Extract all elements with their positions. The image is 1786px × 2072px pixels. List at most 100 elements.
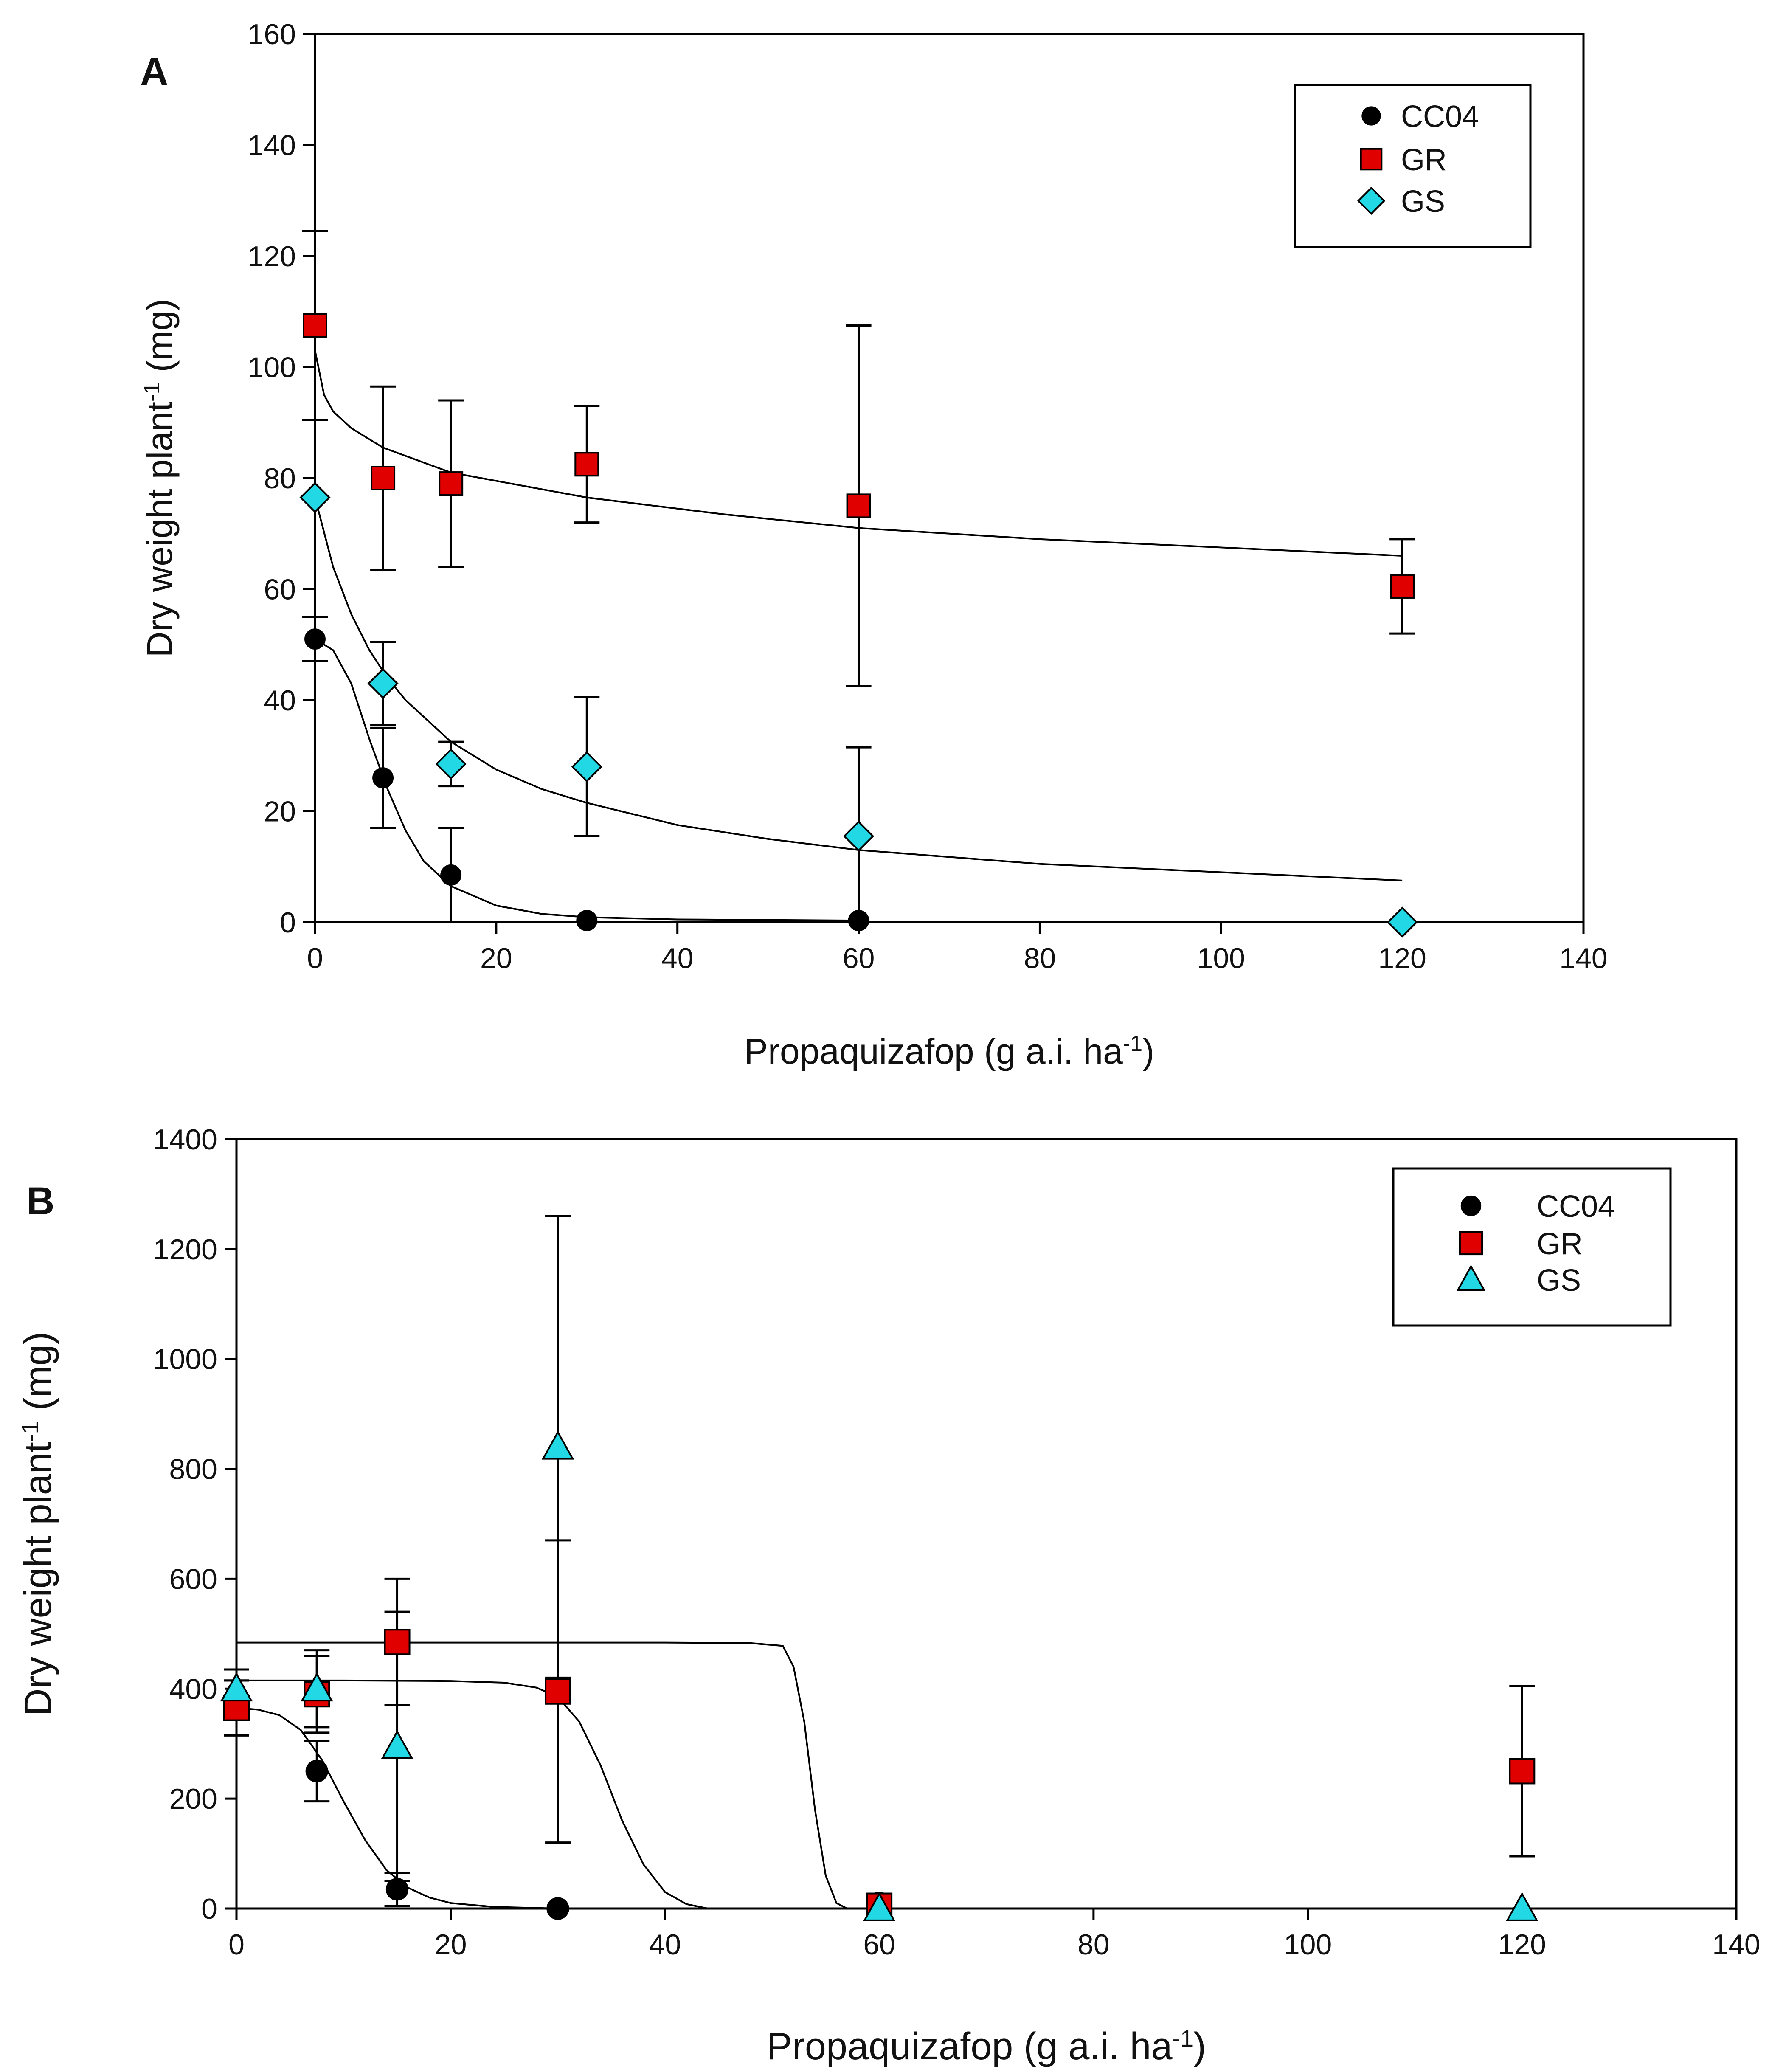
a-y-tick-label: 80 [264, 462, 296, 495]
a-legend-marker-gs [1357, 186, 1386, 215]
a-point-gr [574, 452, 599, 477]
b-legend-marker-gs [1456, 1264, 1486, 1292]
b-point-gs [863, 1892, 896, 1921]
b-y-axis-label: Dry weight plant-1 (mg) [17, 1332, 59, 1716]
b-point-gr [384, 1629, 411, 1655]
a-point-gs [571, 751, 602, 783]
b-x-tick-label: 120 [1498, 1928, 1546, 1961]
b-point-gr [545, 1678, 571, 1705]
a-point-cc04 [576, 910, 598, 932]
a-legend-label-gr: GR [1401, 143, 1447, 177]
a-y-axis-label: Dry weight plant-1 (mg) [140, 299, 180, 658]
a-y-tick-label: 60 [264, 574, 296, 606]
b-point-gs [301, 1672, 333, 1702]
b-point-gr [1509, 1758, 1536, 1785]
a-y-tick-label: 40 [264, 684, 296, 717]
b-x-tick-label: 40 [649, 1928, 681, 1961]
b-point-gs [541, 1430, 574, 1460]
a-point-gs [367, 668, 399, 699]
b-x-axis-label-sup: -1 [1173, 2025, 1194, 2052]
a-fit-curve-gs [314, 497, 1403, 881]
a-x-tick-label: 20 [480, 942, 512, 974]
a-y-axis-label-end: (mg) [140, 299, 180, 382]
b-x-axis-label-text: Propaquizafop (g a.i. ha [767, 2025, 1173, 2068]
b-x-tick-label: 80 [1077, 1928, 1110, 1961]
b-legend-box [1392, 1167, 1672, 1327]
a-y-tick-label: 0 [280, 906, 296, 939]
panel-b-chart: B 0 20 40 60 80 100 120 14002004006008001000120… [17, 1123, 1761, 2068]
b-x-tick-label: 20 [435, 1928, 467, 1961]
panel-a-chart: A 0 20 40 60 80 100 120 140 0 20 40 60 80 100 120 140 16… [140, 18, 1608, 1071]
b-x-tick-label: 0 [228, 1928, 245, 1961]
a-legend-marker-cc04 [1361, 106, 1381, 126]
b-y-tick-label: 1200 [153, 1233, 217, 1266]
a-point-cc04 [848, 910, 869, 932]
b-x-tick-label: 140 [1712, 1928, 1760, 1961]
b-plot-frame [235, 1138, 1738, 1910]
b-x-tick-label: 60 [863, 1928, 895, 1961]
a-point-gr [1390, 574, 1415, 599]
b-y-axis-label-end: (mg) [17, 1332, 59, 1421]
a-y-tick-label: 100 [248, 352, 296, 384]
b-legend-label-gs: GS [1537, 1264, 1581, 1298]
a-fit-curve-cc04 [314, 638, 859, 922]
a-x-axis-label: Propaquizafop (g a.i. ha-1) [744, 1031, 1154, 1071]
a-point-cc04 [304, 628, 326, 650]
a-x-tick-label: 80 [1024, 942, 1056, 974]
a-point-gr [371, 466, 396, 490]
a-legend-label-cc04: CC04 [1401, 100, 1479, 134]
a-point-gs [843, 820, 875, 852]
b-y-tick-label: 800 [169, 1453, 217, 1486]
a-point-cc04 [440, 864, 462, 886]
a-y-tick-label: 120 [248, 240, 296, 273]
a-x-tick-label: 40 [661, 942, 694, 974]
a-x-tick-label: 60 [843, 942, 875, 974]
a-fit-curve-gr [314, 350, 1403, 557]
b-fit-curve-gr [236, 1641, 848, 1909]
a-x-axis-label-text: Propaquizafop (g a.i. ha [744, 1031, 1123, 1071]
b-y-tick-label: 0 [201, 1893, 217, 1925]
b-legend-label-cc04: CC04 [1537, 1190, 1615, 1224]
a-x-tick-label: 0 [307, 942, 323, 974]
b-y-tick-label: 600 [169, 1563, 217, 1595]
panel-a-label: A [140, 50, 168, 93]
a-legend-marker-gr [1360, 148, 1383, 171]
b-legend-marker-cc04 [1460, 1195, 1482, 1216]
b-point-cc04 [385, 1878, 409, 1901]
b-point-cc04 [546, 1897, 569, 1920]
b-y-tick-label: 400 [169, 1673, 217, 1705]
a-point-gr [846, 493, 871, 518]
a-y-axis-label-sup: -1 [140, 382, 164, 402]
a-point-gr [439, 471, 464, 496]
a-y-axis-label-text: Dry weight plant [140, 402, 180, 657]
b-x-tick-label: 100 [1284, 1928, 1332, 1961]
a-legend-box [1294, 84, 1532, 248]
a-point-gs [435, 748, 467, 780]
a-y-tick-label: 20 [264, 796, 296, 828]
b-legend-marker-gr [1459, 1231, 1483, 1256]
b-point-cc04 [305, 1760, 328, 1783]
a-point-cc04 [372, 767, 394, 789]
panel-b-label: B [26, 1180, 54, 1223]
a-y-tick-label: 140 [248, 130, 296, 162]
b-point-gs [381, 1730, 413, 1760]
b-y-axis-label-sup: -1 [17, 1421, 43, 1442]
a-x-tick-label: 100 [1197, 942, 1245, 974]
b-y-axis-label-text: Dry weight plant [17, 1442, 59, 1716]
a-point-gr [303, 313, 327, 338]
b-x-axis-label: Propaquizafop (g a.i. ha-1) [767, 2025, 1206, 2068]
a-point-gs [1387, 906, 1418, 938]
a-point-gs [299, 482, 331, 513]
b-point-gs [220, 1672, 253, 1702]
b-point-gs [1506, 1892, 1538, 1921]
b-legend-label-gr: GR [1537, 1227, 1583, 1261]
a-x-axis-label-sup: -1 [1123, 1031, 1142, 1056]
b-x-axis-label-end: ) [1193, 2025, 1206, 2068]
b-y-tick-label: 1400 [153, 1123, 217, 1156]
a-x-tick-label: 140 [1559, 942, 1607, 974]
a-x-tick-label: 120 [1378, 942, 1426, 974]
b-y-tick-label: 200 [169, 1783, 217, 1815]
b-fit-curve-cc04 [236, 1707, 558, 1909]
a-legend-label-gs: GS [1401, 185, 1445, 219]
